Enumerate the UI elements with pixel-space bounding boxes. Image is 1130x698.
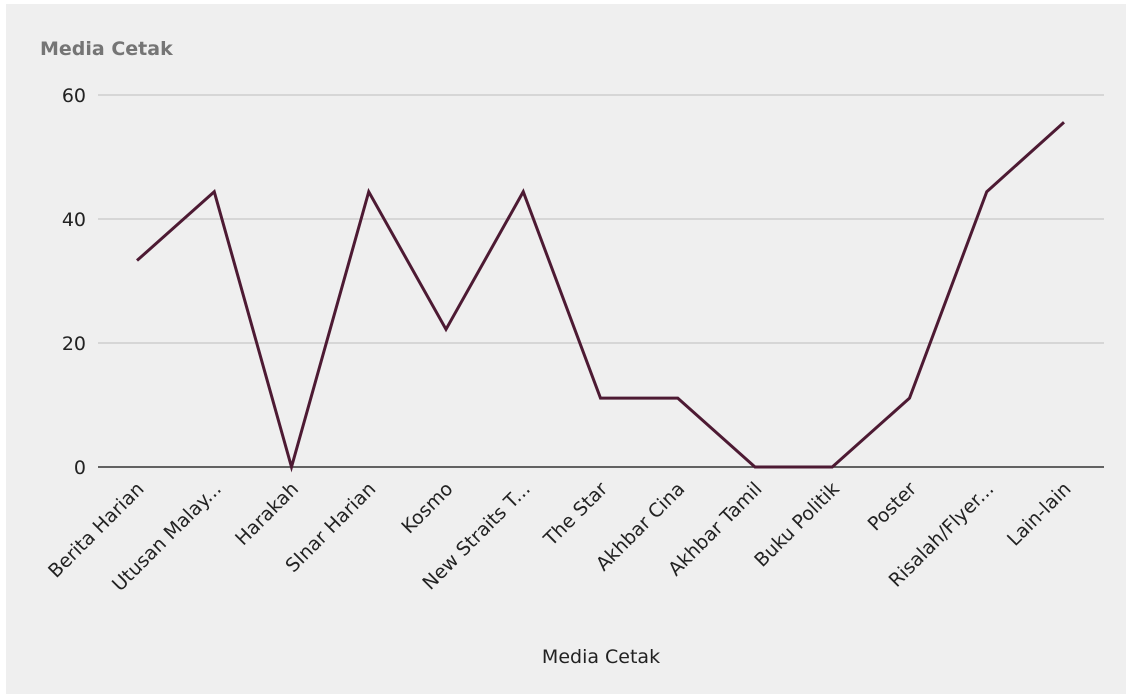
x-tick-label: Kosmo [397, 478, 457, 538]
chart-title: Media Cetak [40, 38, 173, 60]
y-axis: 0 20 40 60 [62, 85, 86, 479]
y-tick-label: 0 [74, 457, 86, 479]
gridlines [98, 94, 1104, 468]
x-tick-label: Poster [864, 478, 922, 536]
series-line [136, 121, 1066, 473]
y-tick-label: 40 [62, 209, 86, 231]
x-tick-label: Lain-lain [1003, 478, 1076, 551]
y-tick-label: 20 [62, 333, 86, 355]
x-axis-label: Media Cetak [542, 646, 660, 668]
x-tick-label: The Star [539, 478, 612, 551]
series [136, 121, 1066, 473]
y-tick-label: 60 [62, 85, 86, 107]
x-tick-label: Harakah [231, 478, 303, 550]
chart-panel [6, 4, 1126, 694]
